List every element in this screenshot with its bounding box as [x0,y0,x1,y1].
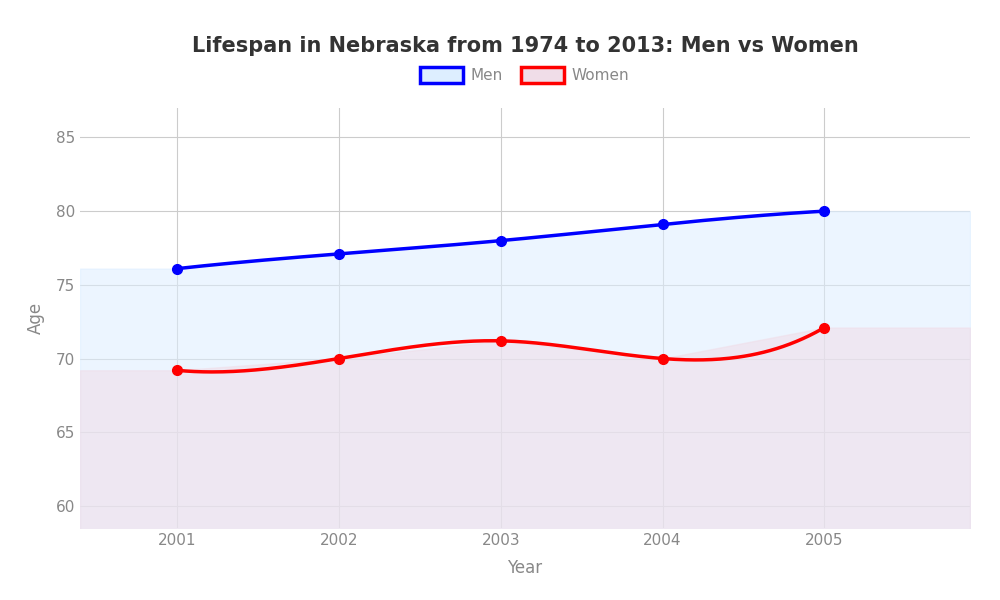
Legend: Men, Women: Men, Women [414,61,636,89]
X-axis label: Year: Year [507,559,543,577]
Title: Lifespan in Nebraska from 1974 to 2013: Men vs Women: Lifespan in Nebraska from 1974 to 2013: … [192,37,858,56]
Y-axis label: Age: Age [27,302,45,334]
